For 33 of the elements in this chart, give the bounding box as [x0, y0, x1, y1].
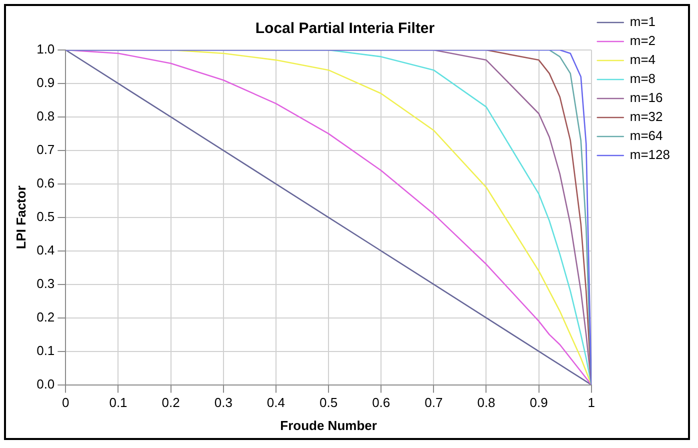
y-tick-label: 0.3	[36, 276, 55, 291]
x-tick-label: 0.1	[109, 395, 128, 410]
x-tick-label: 0.5	[319, 395, 338, 410]
y-axis-title: LPI Factor	[13, 186, 28, 250]
y-tick-label: 1.0	[36, 42, 55, 57]
legend-label: m=4	[630, 52, 656, 68]
y-tick-label: 0.2	[36, 309, 55, 324]
x-tick-label: 0.3	[214, 395, 232, 410]
legend-label: m=128	[630, 147, 670, 162]
x-tick-label: 1	[588, 395, 596, 410]
y-tick-label: 0.6	[36, 176, 55, 190]
y-tick-label: 0.4	[36, 242, 55, 258]
y-tick-label: 0.7	[36, 142, 55, 158]
x-tick-label: 0.6	[372, 395, 390, 410]
legend-label: m=8	[630, 71, 656, 86]
chart-title: Local Partial Interia Filter	[255, 20, 435, 38]
legend-label: m=32	[630, 109, 663, 124]
y-tick-label: 0.0	[36, 376, 55, 392]
x-tick-label: 0.9	[530, 395, 548, 410]
y-tick-label: 0.8	[36, 108, 55, 124]
y-tick-label: 0.9	[36, 75, 55, 90]
x-tick-label: 0.8	[477, 395, 496, 410]
x-axis-title: Froude Number	[280, 418, 377, 433]
legend-label: m=16	[630, 90, 663, 106]
x-tick-label: 0.2	[162, 395, 180, 410]
x-tick-label: 0.4	[266, 395, 285, 410]
legend-label: m=2	[630, 33, 656, 48]
x-tick-label: 0.7	[424, 395, 443, 410]
legend-label: m=64	[630, 128, 663, 144]
x-tick-label: 0	[62, 395, 70, 410]
y-tick-label: 0.1	[36, 342, 55, 358]
y-tick-label: 0.5	[36, 208, 55, 224]
legend-label: m=1	[630, 14, 656, 30]
